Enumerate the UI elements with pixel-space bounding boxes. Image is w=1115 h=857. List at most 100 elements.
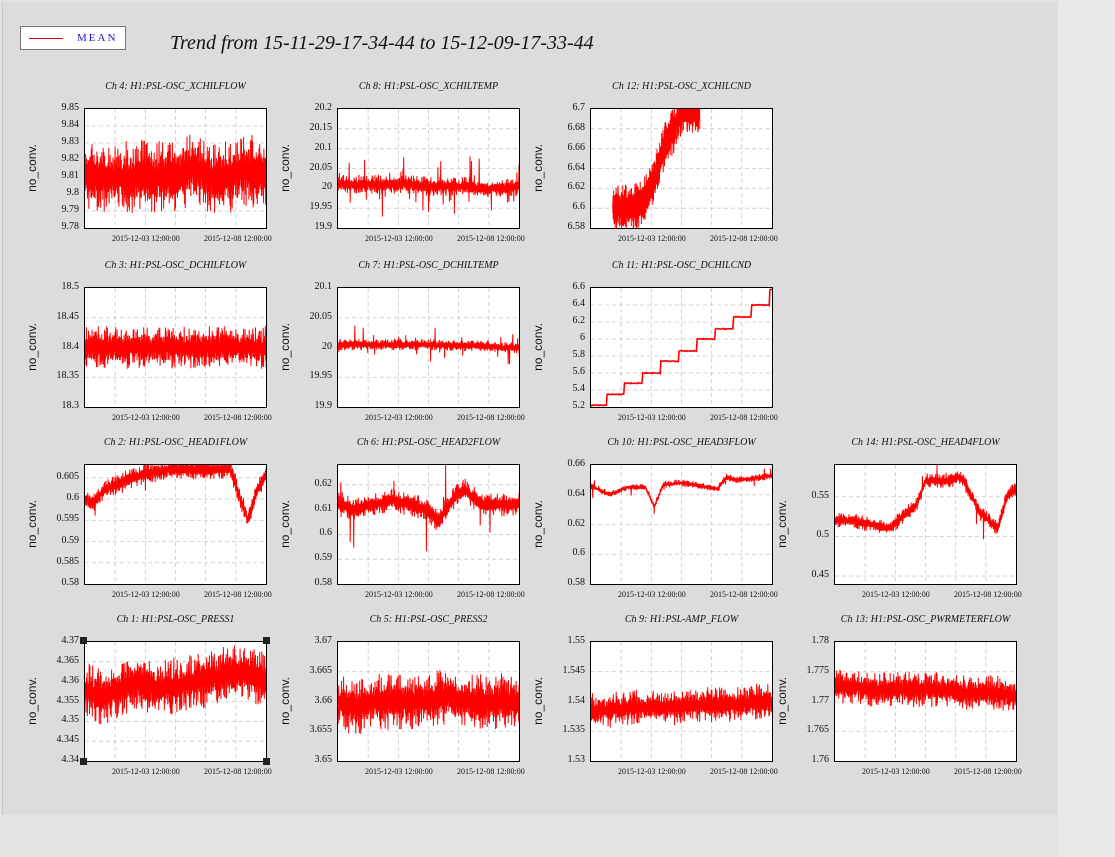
chart-ch-3-plot-area: [84, 287, 267, 408]
chart-ch-4-ytick: 9.85: [61, 102, 80, 113]
chart-ch-13-ytick: 1.77: [811, 694, 830, 706]
chart-ch-14-xtick: 2015-12-08 12:00:00: [954, 590, 1022, 599]
chart-ch-3-svg: [85, 288, 266, 407]
chart-ch-12-ytick: 6.7: [572, 102, 586, 113]
chart-ch-13-ytick: 1.765: [806, 724, 830, 736]
chart-ch-10-ytick: 0.66: [567, 458, 586, 469]
chart-ch-8-title: Ch 8: H1:PSL-OSC_XCHILTEMP: [358, 81, 499, 92]
chart-ch-13-title: Ch 13: H1:PSL-OSC_PWRMETERFLOW: [840, 614, 1011, 625]
chart-ch-6-title: Ch 6: H1:PSL-OSC_HEAD2FLOW: [356, 437, 501, 448]
chart-ch-6-xtick: 2015-12-08 12:00:00: [457, 590, 525, 599]
chart-ch-12-series-core: [612, 109, 700, 212]
chart-ch-4-ytick: 9.83: [61, 136, 80, 147]
chart-ch-11-title: Ch 11: H1:PSL-OSC_DCHILCND: [611, 260, 752, 271]
chart-ch-11-ytick: 6.2: [572, 315, 586, 326]
chart-ch-10-ytick: 0.64: [567, 487, 586, 499]
chart-ch-9-xtick: 2015-12-03 12:00:00: [618, 767, 686, 776]
chart-ch-13-xtick: 2015-12-08 12:00:00: [954, 767, 1022, 776]
chart-ch-5-xtick: 2015-12-03 12:00:00: [365, 767, 433, 776]
chart-ch-6-ylabel: no_conv.: [278, 499, 292, 548]
chart-ch-11-svg: [591, 288, 772, 407]
chart-ch-2-ytick: 0.605: [56, 470, 80, 482]
chart-ch-9-svg: [591, 642, 772, 761]
chart-ch-12-xtick: 2015-12-08 12:00:00: [710, 234, 778, 243]
chart-ch-6-ytick: 0.62: [314, 477, 333, 489]
chart-ch-1-ytick: 4.355: [56, 694, 80, 706]
chart-ch-2-xtick: 2015-12-08 12:00:00: [204, 590, 272, 599]
chart-ch-1-resize-handle[interactable]: [80, 758, 87, 765]
chart-ch-5-svg: [338, 642, 519, 761]
chart-ch-3-ytick: 18.4: [61, 340, 80, 352]
chart-ch-3-ytick: 18.45: [56, 310, 80, 322]
chart-ch-13-svg: [835, 642, 1016, 761]
chart-ch-8-ytick: 20.1: [314, 141, 333, 153]
chart-ch-6-ytick: 0.59: [314, 552, 333, 564]
chart-ch-7-xtick: 2015-12-03 12:00:00: [365, 413, 433, 422]
chart-ch-1-series-core: [85, 670, 266, 701]
chart-ch-8-series-line: [338, 156, 519, 217]
chart-ch-9-ytick: 1.54: [567, 694, 586, 706]
chart-ch-12-ytick: 6.64: [567, 161, 586, 173]
chart-ch-12-ytick: 6.6: [572, 201, 586, 213]
chart-ch-9-ytick: 1.53: [567, 754, 586, 765]
chart-ch-2-svg: [85, 465, 266, 584]
chart-ch-8-ytick: 19.9: [314, 221, 333, 232]
chart-ch-13-ytick: 1.78: [811, 635, 830, 646]
chart-ch-13-xtick: 2015-12-03 12:00:00: [862, 767, 930, 776]
chart-ch-6-plot-area: [337, 464, 520, 585]
chart-ch-1-ytick: 4.34: [61, 754, 80, 765]
chart-ch-1-resize-handle[interactable]: [263, 637, 270, 644]
chart-ch-8-ytick: 19.95: [309, 201, 333, 213]
chart-ch-8-plot-area: [337, 108, 520, 229]
chart-ch-4-svg: [85, 109, 266, 228]
chart-ch-14-ytick: 0.5: [816, 529, 830, 541]
chart-ch-5-title: Ch 5: H1:PSL-OSC_PRESS2: [369, 614, 488, 625]
chart-ch-1-plot-area: [84, 641, 267, 762]
chart-ch-3-ytick: 18.5: [61, 281, 80, 292]
chart-ch-12-xtick: 2015-12-03 12:00:00: [618, 234, 686, 243]
chart-ch-7-ytick: 20.05: [309, 310, 333, 322]
chart-ch-11-ytick: 6: [580, 332, 585, 343]
chart-ch-1-ytick: 4.37: [61, 635, 80, 646]
chart-ch-11-ytick: 5.6: [572, 366, 586, 377]
chart-ch-9-plot-area: [590, 641, 773, 762]
chart-ch-4-ytick: 9.79: [61, 204, 80, 215]
chart-ch-12-title: Ch 12: H1:PSL-OSC_XCHILCND: [612, 81, 751, 92]
chart-ch-3-xtick: 2015-12-08 12:00:00: [204, 413, 272, 422]
chart-ch-10-series-line: [591, 468, 772, 514]
chart-ch-1-ytick: 4.365: [56, 654, 80, 666]
chart-ch-5-xtick: 2015-12-08 12:00:00: [457, 767, 525, 776]
chart-ch-8-svg: [338, 109, 519, 228]
chart-ch-1-resize-handle[interactable]: [263, 758, 270, 765]
chart-ch-2-ytick: 0.59: [61, 534, 80, 546]
chart-ch-11-xtick: 2015-12-03 12:00:00: [618, 413, 686, 422]
legend-line-swatch: [29, 38, 63, 39]
chart-ch-9-ytick: 1.55: [567, 635, 586, 646]
chart-ch-7-ytick: 19.95: [309, 370, 333, 382]
legend-label: MEAN: [77, 32, 118, 44]
chart-ch-6-svg: [338, 465, 519, 584]
chart-ch-5-ytick: 3.66: [314, 694, 333, 706]
chart-ch-4-series-core: [85, 165, 266, 180]
chart-ch-6-ytick: 0.6: [319, 527, 333, 539]
chart-ch-11-ytick: 5.2: [572, 400, 586, 411]
chart-ch-2-xtick: 2015-12-03 12:00:00: [112, 590, 180, 599]
chart-ch-3-xtick: 2015-12-03 12:00:00: [112, 413, 180, 422]
chart-ch-9-series-core: [591, 698, 772, 714]
chart-ch-7-xtick: 2015-12-08 12:00:00: [457, 413, 525, 422]
chart-ch-5-series-core: [338, 693, 519, 711]
chart-ch-7-title: Ch 7: H1:PSL-OSC_DCHILTEMP: [358, 260, 499, 271]
chart-ch-12-svg: [591, 109, 772, 228]
chart-ch-10-plot-area: [590, 464, 773, 585]
chart-ch-2-title: Ch 2: H1:PSL-OSC_HEAD1FLOW: [103, 437, 248, 448]
chart-ch-1-resize-handle[interactable]: [80, 637, 87, 644]
chart-ch-3-ytick: 18.3: [61, 400, 80, 411]
chart-ch-1-ytick: 4.35: [61, 714, 80, 726]
chart-ch-13-ytick: 1.76: [811, 754, 830, 765]
chart-ch-7-series-line: [338, 325, 519, 365]
chart-ch-11-xtick: 2015-12-08 12:00:00: [710, 413, 778, 422]
chart-ch-6-series-line: [338, 465, 519, 552]
chart-ch-12-ytick: 6.58: [567, 221, 586, 232]
chart-ch-2-series-line: [85, 465, 266, 524]
chart-ch-8-xtick: 2015-12-08 12:00:00: [457, 234, 525, 243]
